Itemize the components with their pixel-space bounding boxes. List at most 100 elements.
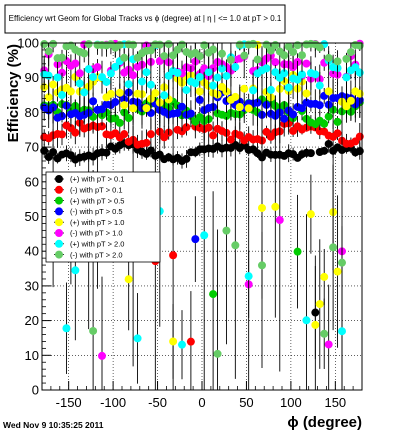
data-point (209, 45, 218, 54)
chart-title: Efficiency wrt Geom for Global Tracks vs… (9, 14, 282, 23)
data-point (244, 272, 253, 281)
data-point (182, 123, 191, 132)
data-point (80, 88, 89, 97)
legend-marker (55, 239, 63, 248)
data-point (186, 109, 195, 118)
data-point (311, 70, 320, 79)
legend-marker (55, 175, 63, 183)
data-point (324, 112, 333, 121)
data-point (204, 68, 213, 77)
data-point (102, 148, 111, 157)
data-point (200, 41, 209, 50)
y-tick-label: 40 (25, 244, 39, 259)
data-point (75, 69, 84, 78)
data-point (271, 202, 280, 211)
legend-marker (55, 207, 63, 216)
data-point (346, 96, 355, 105)
data-point (120, 53, 129, 62)
x-tick-label: 100 (280, 395, 302, 410)
legend-label: (-) with pT > 0.5 (70, 207, 123, 216)
series-2 (40, 104, 364, 390)
data-point (195, 87, 204, 96)
data-point (231, 63, 240, 72)
data-point (342, 102, 351, 111)
data-point (138, 77, 146, 86)
data-point (173, 68, 182, 77)
legend-label: (-) with pT > 1.0 (70, 229, 123, 238)
data-point (284, 83, 293, 92)
data-point (302, 89, 311, 98)
data-point (120, 101, 129, 110)
data-point (320, 119, 329, 128)
legend-marker (55, 185, 63, 194)
data-point (49, 80, 58, 89)
data-point (98, 351, 106, 360)
data-point (289, 47, 298, 56)
data-point (342, 54, 351, 63)
data-point (293, 75, 302, 84)
data-point (115, 118, 124, 127)
data-point (275, 216, 284, 225)
data-point (71, 59, 80, 68)
data-point (106, 89, 115, 98)
data-point (173, 109, 182, 118)
data-point (164, 40, 173, 49)
data-point (333, 117, 342, 126)
data-point (218, 64, 226, 73)
y-tick-label: 50 (25, 209, 39, 224)
data-point (106, 69, 115, 78)
data-point (71, 266, 80, 275)
legend-label: (+) with pT > 1.0 (70, 218, 124, 227)
data-point (160, 52, 169, 61)
data-point (226, 55, 235, 64)
timestamp: Wed Nov 9 10:35:25 2011 (3, 420, 104, 430)
data-point (324, 53, 333, 62)
data-point (44, 71, 53, 80)
x-tick-label: 150 (324, 395, 346, 410)
data-point (102, 77, 111, 86)
data-point (315, 101, 324, 110)
legend-entry: (-) with pT > 0.1 (54, 186, 123, 195)
data-point (258, 203, 266, 212)
data-point (155, 40, 164, 49)
data-point (280, 69, 289, 78)
data-point (351, 63, 360, 72)
data-point (222, 226, 231, 235)
data-point (320, 272, 329, 281)
data-point (226, 135, 235, 144)
data-point (195, 52, 204, 61)
data-point (53, 73, 62, 82)
data-point (342, 73, 351, 82)
data-points (40, 39, 364, 390)
title-box: Efficiency wrt Geom for Global Tracks vs… (4, 4, 286, 34)
data-point (71, 128, 80, 137)
data-point (44, 93, 53, 102)
data-point (320, 146, 329, 155)
y-tick-label: 90 (25, 70, 39, 85)
data-point (302, 59, 311, 68)
data-point (222, 71, 231, 80)
data-point (266, 85, 275, 94)
data-point (271, 41, 280, 50)
legend-marker (55, 250, 63, 259)
data-point (324, 340, 333, 349)
data-point (346, 48, 355, 57)
data-point (178, 102, 186, 111)
data-point (231, 92, 240, 101)
data-point (213, 73, 222, 82)
data-point (49, 39, 58, 48)
legend-label: (-) with pT > 0.1 (70, 186, 123, 195)
data-point (89, 73, 98, 82)
legend-entry: (+) with pT > 1.0 (54, 218, 124, 227)
data-point (315, 81, 324, 90)
data-point (40, 40, 49, 49)
data-point (142, 104, 151, 113)
data-point (195, 72, 204, 81)
data-point (142, 138, 151, 147)
y-tick-label: 0 (32, 383, 39, 398)
data-point (329, 243, 338, 252)
data-point (271, 68, 280, 77)
data-point (333, 129, 342, 138)
data-point (58, 53, 66, 62)
